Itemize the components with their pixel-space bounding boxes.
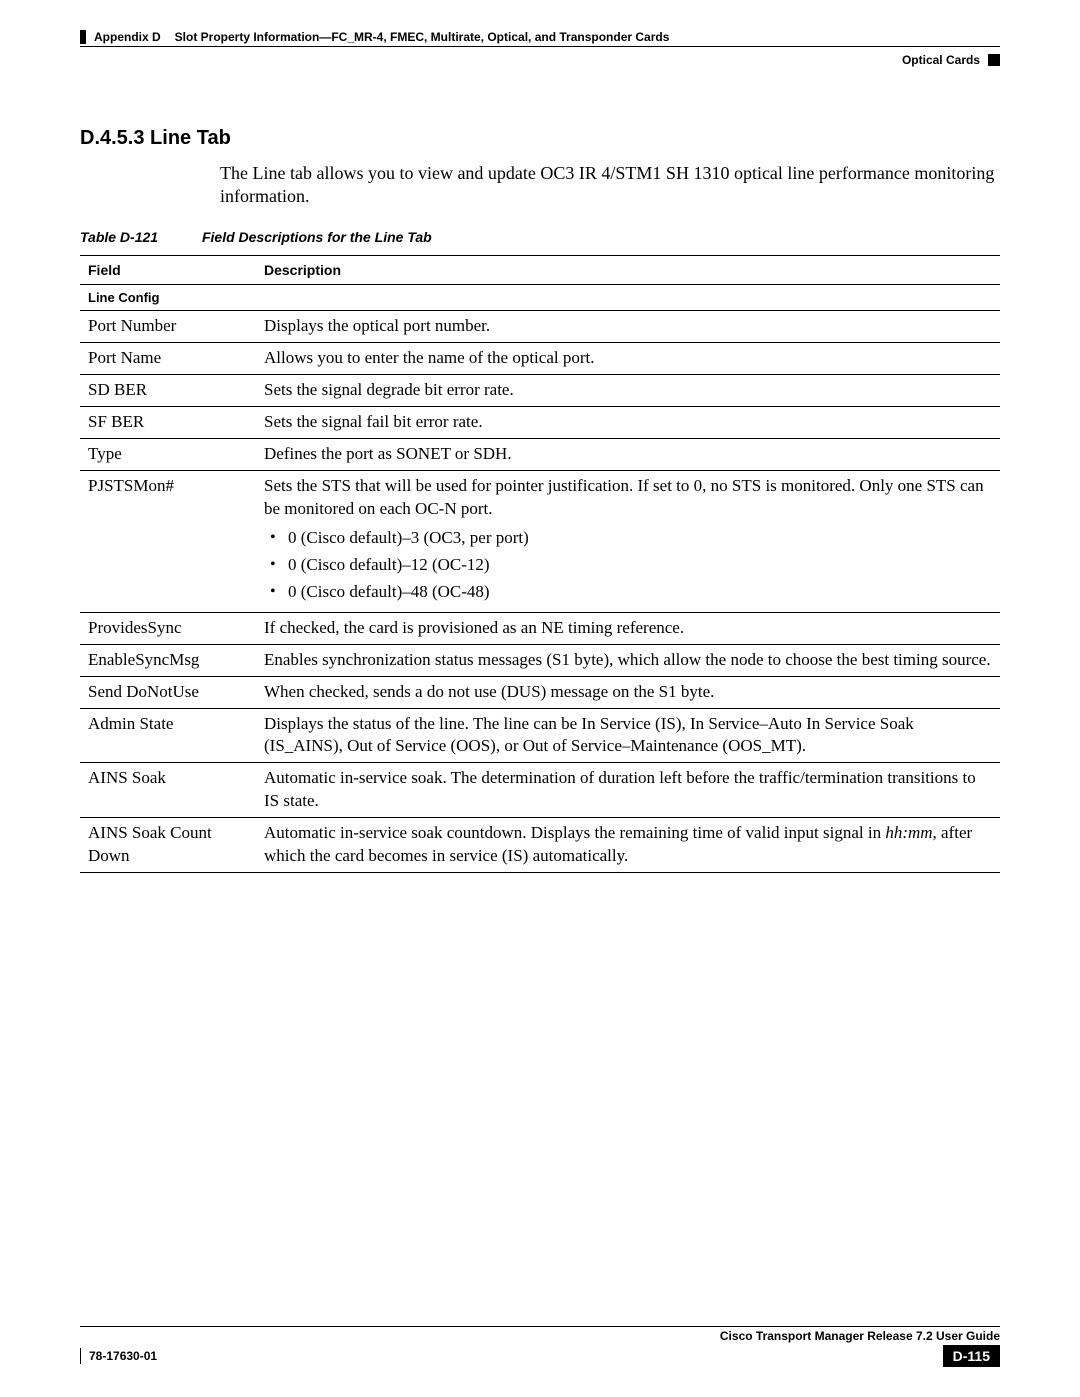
subheader-text: Optical Cards xyxy=(902,53,980,67)
field-table: Field Description Line Config Port Numbe… xyxy=(80,255,1000,873)
field-cell: Type xyxy=(80,439,256,471)
table-row: SF BER Sets the signal fail bit error ra… xyxy=(80,407,1000,439)
table-number: Table D-121 xyxy=(80,229,158,245)
section-label: Line Config xyxy=(80,284,1000,311)
field-cell: AINS Soak xyxy=(80,763,256,818)
footer-docnum: 78-17630-01 xyxy=(89,1349,157,1363)
desc-cell: Automatic in-service soak. The determina… xyxy=(256,763,1000,818)
desc-text-italic: hh:mm xyxy=(885,823,932,842)
table-row: Port Number Displays the optical port nu… xyxy=(80,311,1000,343)
desc-cell: Defines the port as SONET or SDH. xyxy=(256,439,1000,471)
section-heading: D.4.5.3 Line Tab xyxy=(80,127,1000,150)
desc-cell: When checked, sends a do not use (DUS) m… xyxy=(256,676,1000,708)
list-item: 0 (Cisco default)–3 (OC3, per port) xyxy=(264,527,992,550)
desc-text-pre: Automatic in-service soak countdown. Dis… xyxy=(264,823,885,842)
bullet-list: 0 (Cisco default)–3 (OC3, per port) 0 (C… xyxy=(264,527,992,604)
header-line: Appendix D Slot Property Information—FC_… xyxy=(80,30,1000,44)
field-cell: ProvidesSync xyxy=(80,612,256,644)
list-item: 0 (Cisco default)–48 (OC-48) xyxy=(264,581,992,604)
table-row: ProvidesSync If checked, the card is pro… xyxy=(80,612,1000,644)
desc-cell: If checked, the card is provisioned as a… xyxy=(256,612,1000,644)
field-cell: SF BER xyxy=(80,407,256,439)
table-row: SD BER Sets the signal degrade bit error… xyxy=(80,375,1000,407)
desc-cell: Sets the signal fail bit error rate. xyxy=(256,407,1000,439)
col-field: Field xyxy=(80,255,256,284)
table-title: Field Descriptions for the Line Tab xyxy=(202,229,432,245)
table-row: Port Name Allows you to enter the name o… xyxy=(80,343,1000,375)
table-row: AINS Soak Count Down Automatic in-servic… xyxy=(80,818,1000,873)
desc-cell: Sets the STS that will be used for point… xyxy=(256,471,1000,613)
header-box-icon xyxy=(988,54,1000,66)
table-header-row: Field Description xyxy=(80,255,1000,284)
table-caption: Table D-121 Field Descriptions for the L… xyxy=(80,229,1000,245)
footer-bottom: 78-17630-01 D-115 xyxy=(80,1345,1000,1367)
table-row: Send DoNotUse When checked, sends a do n… xyxy=(80,676,1000,708)
table-row: PJSTSMon# Sets the STS that will be used… xyxy=(80,471,1000,613)
header-appendix: Appendix D xyxy=(94,30,161,44)
subheader: Optical Cards xyxy=(80,53,1000,67)
table-row: Type Defines the port as SONET or SDH. xyxy=(80,439,1000,471)
desc-text: Sets the STS that will be used for point… xyxy=(264,476,984,518)
footer-top: Cisco Transport Manager Release 7.2 User… xyxy=(80,1326,1000,1343)
footer-divider xyxy=(80,1348,81,1364)
table-row: EnableSyncMsg Enables synchronization st… xyxy=(80,644,1000,676)
page-header: Appendix D Slot Property Information—FC_… xyxy=(80,30,1000,47)
field-cell: PJSTSMon# xyxy=(80,471,256,613)
field-cell: EnableSyncMsg xyxy=(80,644,256,676)
table-section-row: Line Config xyxy=(80,284,1000,311)
intro-paragraph: The Line tab allows you to view and upda… xyxy=(220,162,1000,209)
header-mark xyxy=(80,30,86,44)
field-cell: AINS Soak Count Down xyxy=(80,818,256,873)
page: Appendix D Slot Property Information—FC_… xyxy=(0,0,1080,1397)
desc-cell: Automatic in-service soak countdown. Dis… xyxy=(256,818,1000,873)
field-cell: Port Number xyxy=(80,311,256,343)
footer-left: 78-17630-01 xyxy=(80,1348,157,1364)
table-row: Admin State Displays the status of the l… xyxy=(80,708,1000,763)
col-desc: Description xyxy=(256,255,1000,284)
field-cell: Send DoNotUse xyxy=(80,676,256,708)
footer-page-number: D-115 xyxy=(943,1345,1000,1367)
footer-guide: Cisco Transport Manager Release 7.2 User… xyxy=(720,1329,1000,1343)
field-cell: Admin State xyxy=(80,708,256,763)
list-item: 0 (Cisco default)–12 (OC-12) xyxy=(264,554,992,577)
desc-cell: Displays the status of the line. The lin… xyxy=(256,708,1000,763)
desc-cell: Enables synchronization status messages … xyxy=(256,644,1000,676)
field-cell: Port Name xyxy=(80,343,256,375)
field-cell: SD BER xyxy=(80,375,256,407)
desc-cell: Displays the optical port number. xyxy=(256,311,1000,343)
desc-cell: Sets the signal degrade bit error rate. xyxy=(256,375,1000,407)
page-footer: Cisco Transport Manager Release 7.2 User… xyxy=(80,1326,1000,1367)
table-row: AINS Soak Automatic in-service soak. The… xyxy=(80,763,1000,818)
header-title: Slot Property Information—FC_MR-4, FMEC,… xyxy=(175,30,1000,44)
desc-cell: Allows you to enter the name of the opti… xyxy=(256,343,1000,375)
